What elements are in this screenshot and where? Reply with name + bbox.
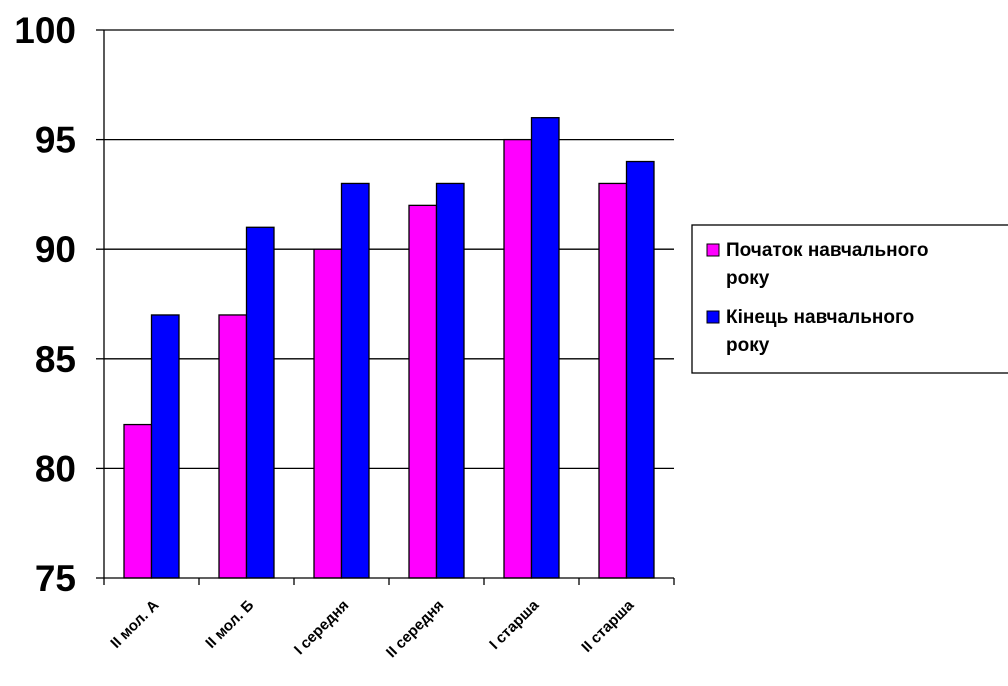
x-tick-label: II мол. Б [202, 597, 257, 652]
legend-label: року [726, 268, 770, 289]
legend-label: року [726, 335, 770, 356]
bar-end [150, 314, 180, 579]
y-tick-label: 75 [35, 558, 76, 599]
legend-label: Початок навчального [726, 240, 929, 261]
bar-start [123, 423, 153, 579]
legend-swatch [706, 243, 720, 257]
y-tick-label: 85 [35, 339, 76, 380]
x-tick-label: II мол. А [107, 597, 162, 652]
y-tick-labels: 75 80 85 90 95 100 [14, 10, 76, 599]
x-tick-label: II старша [578, 596, 638, 656]
x-tick-label: I середня [291, 597, 352, 658]
bar-end [245, 226, 275, 579]
legend-box [691, 224, 1008, 374]
bar-end [530, 117, 560, 579]
axes [96, 29, 675, 585]
y-tick-label: 80 [35, 448, 76, 489]
bar-start [313, 248, 343, 579]
x-tick-label: II середня [383, 597, 447, 661]
gridlines [104, 29, 674, 470]
x-tick-label: I старша [486, 596, 543, 653]
y-tick-label: 90 [35, 229, 76, 270]
y-tick-label: 95 [35, 120, 76, 161]
bar-start [408, 204, 438, 579]
bar-start [503, 138, 533, 579]
y-tick-label: 100 [14, 10, 76, 51]
bar-end [625, 160, 655, 579]
legend-label: Кінець навчального [726, 307, 914, 328]
bars [123, 117, 655, 579]
bar-start [218, 314, 248, 579]
x-tick-labels: II мол. А II мол. Б I середня II середня I с… [107, 596, 638, 661]
legend: Початок навчального року Кінець навчальног… [691, 224, 1008, 374]
bar-end [435, 182, 465, 579]
legend-swatch [706, 310, 720, 324]
bar-start [598, 182, 628, 579]
bar-end [340, 182, 370, 579]
